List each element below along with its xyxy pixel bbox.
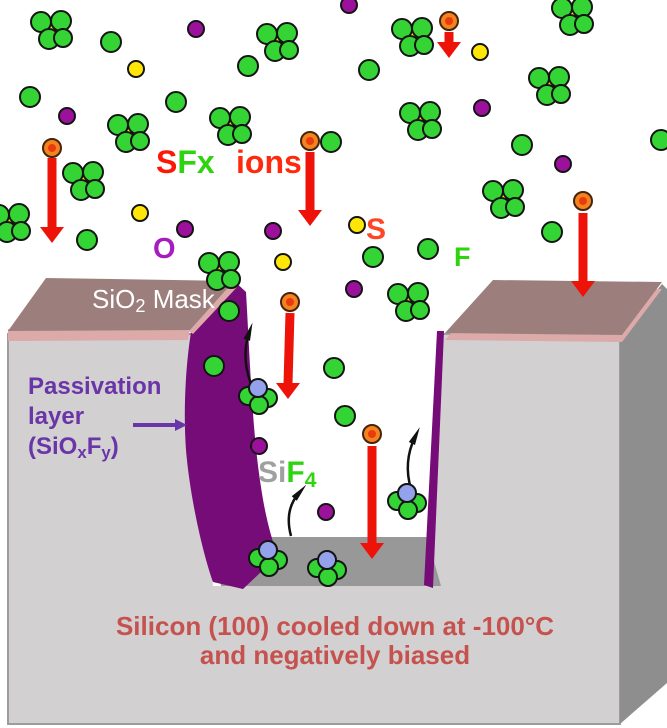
f-radical <box>165 91 187 113</box>
right-mask-top <box>445 280 662 335</box>
sfx-molecule <box>391 17 434 57</box>
desorption-arrow <box>287 484 307 537</box>
sfx-label-fx: Fx <box>177 144 215 180</box>
f-radical <box>320 131 342 153</box>
sfx-molecule <box>256 22 299 62</box>
o-atom <box>473 99 491 117</box>
sfx-molecule <box>209 106 252 146</box>
s-atom <box>131 204 149 222</box>
ion-arrow <box>437 32 461 58</box>
sfx-molecule <box>387 282 430 322</box>
fluorine-label: F <box>454 242 471 272</box>
sif4-molecule <box>387 483 427 520</box>
f-radical <box>334 405 356 427</box>
caption: Silicon (100) cooled down at -100°C and … <box>50 612 620 670</box>
sfx-molecule <box>0 203 31 243</box>
o-atom <box>250 437 268 455</box>
f-radical <box>362 246 384 268</box>
left-mask-top <box>8 278 234 331</box>
sfx-label-s: S <box>156 144 178 180</box>
o-atom <box>58 107 76 125</box>
sfx-molecule <box>30 10 73 50</box>
f-radical <box>237 55 259 77</box>
ion-arrow <box>40 158 64 243</box>
ion-arrow <box>298 152 322 226</box>
ion-particle <box>439 11 459 31</box>
caption-line-2: and negatively biased <box>199 640 471 670</box>
o-atom <box>187 20 205 38</box>
sfx-molecule <box>62 161 105 201</box>
ion-particle <box>573 191 593 211</box>
s-atom <box>274 253 292 271</box>
sfx-molecule <box>482 179 525 219</box>
o-atom <box>554 155 572 173</box>
sfx-label: SFx <box>156 144 215 180</box>
f-radical <box>203 355 225 377</box>
silicon-right-face <box>620 284 667 724</box>
ions-label: ions <box>236 144 302 180</box>
o-atom <box>340 0 358 14</box>
left-mask-side-edge <box>187 280 239 334</box>
sfx-molecule <box>399 101 442 141</box>
ion-arrow <box>571 213 595 297</box>
ion-particle <box>280 292 300 312</box>
f-radical <box>511 134 533 156</box>
sulfur-label: S <box>366 213 387 246</box>
f-radical <box>100 31 122 53</box>
sfx-molecule <box>107 113 150 153</box>
sif4-molecule <box>307 550 347 587</box>
o-atom <box>345 280 363 298</box>
f-radical <box>76 229 98 251</box>
passivation-arrow <box>133 419 187 431</box>
ion-particle <box>300 131 320 151</box>
f-radical <box>323 357 345 379</box>
oxygen-label: O <box>153 233 176 265</box>
sio2-mask-label: SiO2 Mask <box>92 284 215 316</box>
ion-arrow <box>276 312 300 399</box>
s-atom <box>348 216 366 234</box>
f-radical <box>417 238 439 260</box>
sif4-label: SiF4 <box>258 456 317 492</box>
ion-arrow <box>360 446 384 559</box>
o-atom <box>176 220 194 238</box>
sif4-molecule <box>238 378 278 415</box>
passivation-label: Passivation layer (SiOxFy) <box>28 373 162 462</box>
desorption-arrow <box>243 322 253 385</box>
o-atom <box>317 503 335 521</box>
o-atom <box>264 222 282 240</box>
f-radical <box>218 300 240 322</box>
ion-particle <box>42 138 62 158</box>
f-radical <box>358 59 380 81</box>
s-atom <box>471 43 489 61</box>
sfx-molecule <box>551 0 594 36</box>
f-radical <box>541 221 563 243</box>
f-radical <box>650 129 667 151</box>
right-passivation-wall <box>424 331 444 588</box>
sfx-molecule <box>528 66 571 106</box>
f-radical <box>19 86 41 108</box>
caption-line-1: Silicon (100) cooled down at -100°C <box>115 611 555 641</box>
ion-particle <box>362 424 382 444</box>
sif4-molecule <box>248 540 288 577</box>
s-atom <box>127 60 145 78</box>
sfx-molecule <box>198 251 241 291</box>
left-passivation-wall <box>184 278 278 589</box>
